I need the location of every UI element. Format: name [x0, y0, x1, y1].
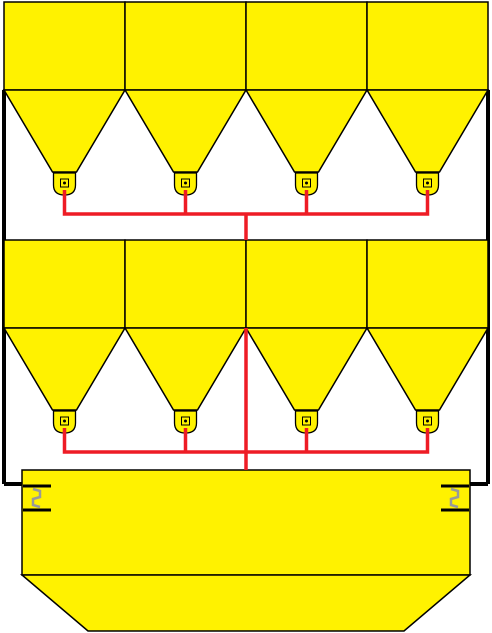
discharge-valve-icon — [294, 410, 319, 434]
spring-coil — [449, 487, 460, 509]
upper-hopper-1 — [2, 1, 127, 173]
hopper-cone — [123, 327, 248, 411]
valve-square — [181, 178, 190, 188]
hopper-box — [3, 239, 126, 329]
hopper-cone — [2, 327, 127, 411]
hopper-box — [124, 239, 247, 329]
hopper-box — [245, 239, 368, 329]
upper-hopper-4 — [365, 1, 490, 173]
lower-hopper-2 — [123, 239, 248, 411]
hopper-box — [3, 1, 126, 91]
hopper-box — [124, 1, 247, 91]
valve-dot — [184, 181, 187, 185]
valve-square — [423, 178, 432, 188]
spring-coil — [31, 487, 42, 509]
valve-square — [60, 416, 69, 426]
hopper-box — [245, 1, 368, 91]
hopper-cone — [365, 327, 490, 411]
valve-square — [302, 178, 311, 188]
valve-dot — [426, 419, 429, 423]
bin-base — [19, 574, 473, 632]
valve-dot — [305, 181, 308, 185]
valve-dot — [63, 419, 66, 423]
hopper-box — [366, 1, 489, 91]
hopper-cone — [123, 89, 248, 173]
hopper-cone — [244, 327, 369, 411]
valve-dot — [63, 181, 66, 185]
valve-dot — [305, 419, 308, 423]
upper-hopper-3 — [244, 1, 369, 173]
valve-square — [302, 416, 311, 426]
hopper-cone — [244, 89, 369, 173]
upper-manifold-pipe — [62, 190, 430, 216]
valve-square — [423, 416, 432, 426]
bin-body — [21, 469, 471, 576]
lower-hopper-3 — [244, 239, 369, 411]
valve-dot — [426, 181, 429, 185]
collection-bin — [19, 469, 473, 632]
right-support-spring-icon — [441, 484, 469, 512]
lower-hopper-4 — [365, 239, 490, 411]
hopper-cone — [365, 89, 490, 173]
hopper-box — [366, 239, 489, 329]
lower-hopper-1 — [2, 239, 127, 411]
valve-square — [181, 416, 190, 426]
valve-dot — [184, 419, 187, 423]
discharge-valve-icon — [173, 410, 198, 434]
upper-hopper-bank — [2, 1, 490, 196]
left-support-spring-icon — [23, 484, 51, 512]
upper-hopper-2 — [123, 1, 248, 173]
hopper-cone — [2, 89, 127, 173]
lower-hopper-bank — [2, 239, 490, 434]
valve-square — [60, 178, 69, 188]
